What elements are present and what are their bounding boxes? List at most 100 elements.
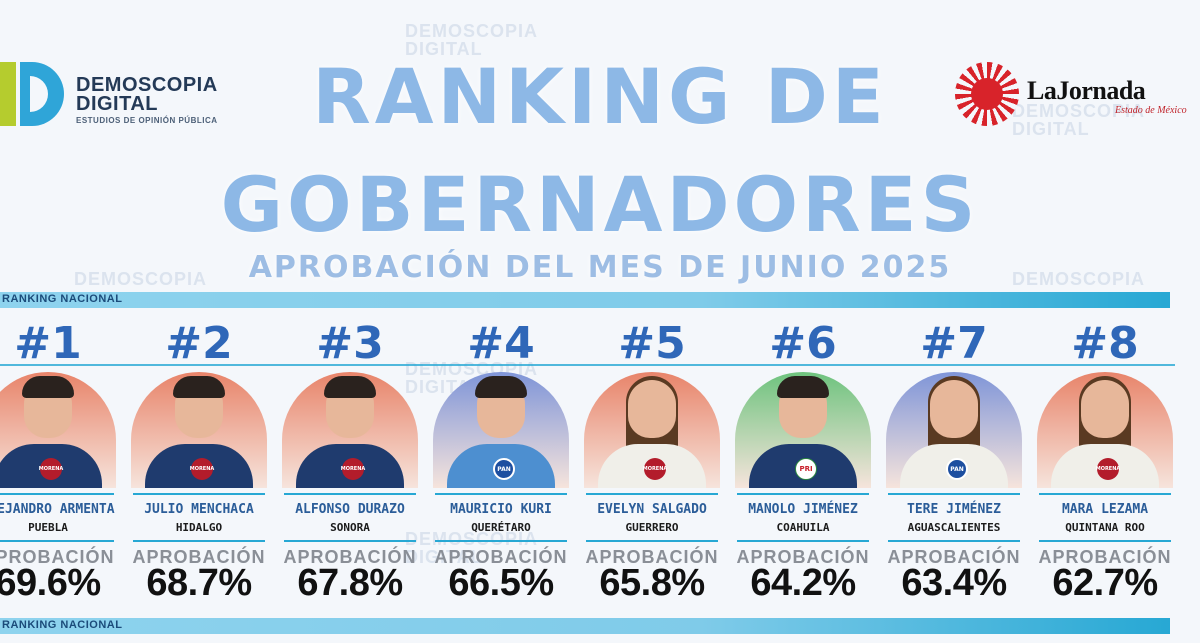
rank-number: #1 bbox=[14, 318, 82, 369]
demoscopia-mark-icon bbox=[0, 62, 64, 126]
face bbox=[628, 380, 676, 438]
approval-label: APROBACIÓN bbox=[434, 547, 568, 567]
governor-portrait: MORENA bbox=[584, 372, 720, 488]
demoscopia-logo: DEMOSCOPIA DIGITAL ESTUDIOS DE OPINIÓN P… bbox=[0, 60, 240, 140]
governor-portrait: MORENA bbox=[282, 372, 418, 488]
watermark-text: DEMOSCOPIA DIGITAL bbox=[405, 21, 539, 59]
rank-number: #8 bbox=[1071, 318, 1139, 369]
rank-number: #6 bbox=[769, 318, 837, 369]
governor-name: JULIO MENCHACA bbox=[144, 502, 254, 517]
divider bbox=[586, 540, 718, 542]
governor-portrait: MORENA bbox=[1037, 372, 1173, 488]
divider bbox=[284, 493, 416, 495]
governor-state: AGUASCALIENTES bbox=[907, 521, 1001, 534]
rank-number: #4 bbox=[467, 318, 535, 369]
divider bbox=[284, 540, 416, 542]
watermark-text: DEMOSCOPIA bbox=[1012, 269, 1146, 289]
approval-value: 68.7% bbox=[146, 562, 252, 604]
governor-state: PUEBLA bbox=[28, 521, 68, 534]
party-badge-icon: MORENA bbox=[190, 458, 214, 480]
party-badge-icon: MORENA bbox=[39, 458, 63, 480]
governor-portrait: PAN bbox=[886, 372, 1022, 488]
approval-label: APROBACIÓN bbox=[887, 547, 1021, 567]
divider bbox=[586, 493, 718, 495]
title-line2: GOBERNADORES bbox=[220, 160, 980, 249]
approval-label: APROBACIÓN bbox=[585, 547, 719, 567]
watermark-text: DEMOSCOPIA bbox=[74, 269, 208, 289]
governor-state: COAHUILA bbox=[776, 521, 830, 534]
approval-value: 69.6% bbox=[0, 562, 101, 604]
governor-name: ALFONSO DURAZO bbox=[295, 502, 405, 517]
divider bbox=[435, 493, 567, 495]
brand-name-line1: DEMOSCOPIA bbox=[76, 74, 218, 96]
governor-card: #8 MORENA MARA LEZAMA QUINTANA ROO APROBACIÓ… bbox=[1035, 318, 1175, 614]
party-badge-icon: PAN bbox=[946, 458, 968, 480]
approval-value: 64.2% bbox=[750, 562, 856, 604]
governor-state: SONORA bbox=[330, 521, 370, 534]
ranking-band: RANKING NACIONAL bbox=[0, 292, 1170, 308]
divider bbox=[1039, 493, 1171, 495]
governor-card: #1 MORENA ALEJANDRO ARMENTA PUEBLA APROBACIÓ… bbox=[0, 318, 118, 614]
approval-label: APROBACIÓN bbox=[132, 547, 266, 567]
approval-value: 65.8% bbox=[599, 562, 705, 604]
party-badge-icon: MORENA bbox=[341, 458, 365, 480]
divider bbox=[435, 540, 567, 542]
watermark-text: DEMOSCOPIA DIGITAL bbox=[405, 529, 539, 567]
partner-subtitle: Estado de México bbox=[1115, 105, 1187, 116]
divider bbox=[133, 540, 265, 542]
subtitle: APROBACIÓN DEL MES DE JUNIO 2025 bbox=[248, 250, 952, 285]
governor-state: QUERÉTARO bbox=[471, 521, 531, 534]
hair bbox=[475, 376, 527, 398]
governor-portrait: PRI bbox=[735, 372, 871, 488]
approval-value: 63.4% bbox=[901, 562, 1007, 604]
governor-name: EVELYN SALGADO bbox=[597, 502, 707, 517]
governor-card: #6 PRI MANOLO JIMÉNEZ COAHUILA APROBACIÓN 64.… bbox=[733, 318, 873, 614]
governor-portrait: MORENA bbox=[0, 372, 116, 488]
ranking-band-bottom: RANKING NACIONAL bbox=[0, 618, 1170, 634]
divider bbox=[888, 493, 1020, 495]
face bbox=[1081, 380, 1129, 438]
party-badge-icon: PRI bbox=[795, 458, 817, 480]
hair bbox=[324, 376, 376, 398]
divider bbox=[0, 493, 114, 495]
governor-name: MANOLO JIMÉNEZ bbox=[748, 502, 858, 517]
governor-state: QUINTANA ROO bbox=[1065, 521, 1145, 534]
rank-number: #3 bbox=[316, 318, 384, 369]
divider bbox=[1039, 540, 1171, 542]
la-jornada-logo: LaJornada Estado de México bbox=[955, 62, 1200, 132]
divider bbox=[888, 540, 1020, 542]
party-badge-icon: MORENA bbox=[643, 458, 667, 480]
title-line1: RANKING DE bbox=[312, 52, 888, 141]
hair bbox=[22, 376, 74, 398]
approval-label: APROBACIÓN bbox=[0, 547, 115, 567]
governor-name: TERE JIMÉNEZ bbox=[907, 502, 1001, 517]
party-badge-icon: MORENA bbox=[1096, 458, 1120, 480]
approval-value: 62.7% bbox=[1052, 562, 1158, 604]
face bbox=[930, 380, 978, 438]
divider bbox=[737, 493, 869, 495]
sun-icon bbox=[955, 62, 1019, 126]
brand-name-line2: DIGITAL bbox=[76, 93, 159, 115]
divider bbox=[0, 540, 114, 542]
divider bbox=[133, 493, 265, 495]
governor-card: #5 MORENA EVELYN SALGADO GUERRERO APROBACIÓN… bbox=[582, 318, 722, 614]
brand-tagline: ESTUDIOS DE OPINIÓN PÚBLICA bbox=[76, 116, 218, 125]
governor-card: #7 PAN TERE JIMÉNEZ AGUASCALIENTES APROBACIÓ… bbox=[884, 318, 1024, 614]
approval-value: 66.5% bbox=[448, 562, 554, 604]
divider bbox=[737, 540, 869, 542]
approval-label: APROBACIÓN bbox=[283, 547, 417, 567]
governor-card: #4 PAN MAURICIO KURI QUERÉTARO APROBACIÓN 66.… bbox=[431, 318, 571, 614]
governor-name: MAURICIO KURI bbox=[450, 502, 552, 517]
hair bbox=[173, 376, 225, 398]
governor-name: MARA LEZAMA bbox=[1061, 502, 1149, 517]
governor-state: HIDALGO bbox=[175, 521, 223, 534]
band-label: RANKING NACIONAL bbox=[2, 293, 123, 305]
governor-state: GUERRERO bbox=[625, 521, 679, 534]
band-label-bottom: RANKING NACIONAL bbox=[2, 619, 123, 631]
governor-card: #3 MORENA ALFONSO DURAZO SONORA APROBACIÓN 67… bbox=[280, 318, 420, 614]
approval-label: APROBACIÓN bbox=[736, 547, 870, 567]
governor-name: ALEJANDRO ARMENTA bbox=[0, 502, 115, 517]
governor-portrait: MORENA bbox=[131, 372, 267, 488]
rank-number: #7 bbox=[920, 318, 988, 369]
rank-number: #2 bbox=[165, 318, 233, 369]
